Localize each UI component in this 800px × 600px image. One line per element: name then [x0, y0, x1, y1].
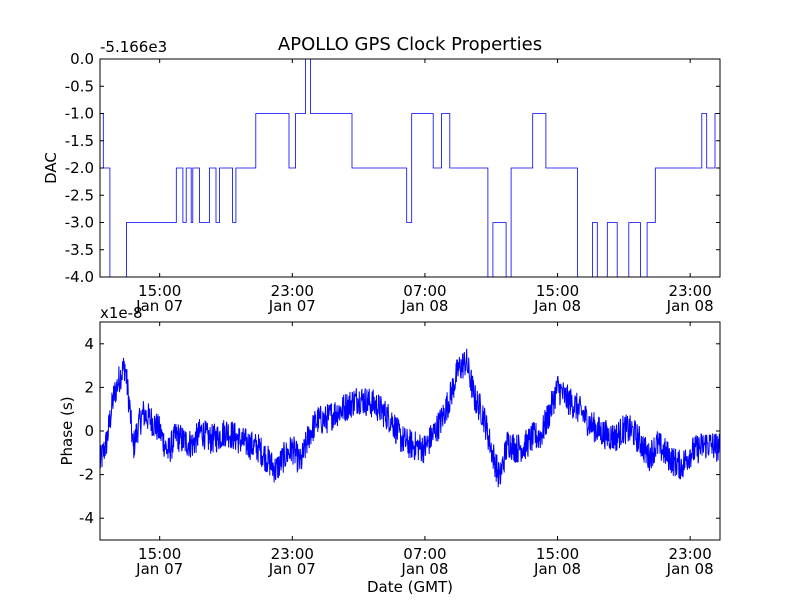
phase-xlabel: Date (GMT)	[367, 578, 453, 596]
x-tick-label-time: 07:00	[403, 545, 446, 563]
dac-offset-text: -5.166e3	[100, 38, 167, 56]
phase-ylabel: Phase (s)	[58, 396, 76, 465]
y-tick-label: 4	[84, 335, 94, 353]
y-tick-label: 2	[84, 378, 94, 396]
x-tick-label-date: Jan 08	[666, 560, 714, 578]
y-tick-label: -1.5	[65, 132, 94, 150]
x-tick-label-time: 23:00	[669, 282, 712, 300]
x-tick-label-date: Jan 08	[533, 560, 581, 578]
x-tick-label-time: 15:00	[138, 545, 181, 563]
y-tick-label: 0	[84, 422, 94, 440]
x-tick-label-time: 07:00	[403, 282, 446, 300]
x-tick-label-date: Jan 08	[400, 297, 448, 315]
y-tick-label: -4	[79, 509, 94, 527]
dac-series-line	[100, 59, 720, 277]
y-tick-label: 0.0	[70, 50, 94, 68]
y-tick-label: -4.0	[65, 268, 94, 286]
x-tick-label-date: Jan 07	[268, 560, 316, 578]
y-tick-label: -1.0	[65, 105, 94, 123]
phase-axes: x1e-8 Phase (s) Date (GMT) 420-2-415:00J…	[58, 304, 721, 596]
x-tick-label-date: Jan 08	[533, 297, 581, 315]
y-tick-label: -2	[79, 466, 94, 484]
y-tick-label: -3.0	[65, 214, 94, 232]
y-tick-label: -0.5	[65, 77, 94, 95]
x-tick-label-time: 15:00	[536, 545, 579, 563]
phase-series-line	[100, 348, 720, 488]
x-tick-label-time: 23:00	[271, 545, 314, 563]
phase-offset-text: x1e-8	[100, 304, 143, 322]
chart-title: APOLLO GPS Clock Properties	[278, 34, 542, 55]
x-tick-label-date: Jan 08	[666, 297, 714, 315]
y-tick-label: -3.5	[65, 241, 94, 259]
x-tick-label-date: Jan 07	[135, 560, 183, 578]
x-tick-label-time: 23:00	[271, 282, 314, 300]
x-tick-label-time: 15:00	[536, 282, 579, 300]
x-tick-label-time: 15:00	[138, 282, 181, 300]
dac-axes: -5.166e3 DAC 0.0 -0.5 -1.0 -1.5 -2.0 -2.5 -3.0…	[42, 38, 721, 315]
x-tick-label-date: Jan 07	[268, 297, 316, 315]
x-tick-label-time: 23:00	[669, 545, 712, 563]
y-tick-label: -2.0	[65, 159, 94, 177]
dac-ylabel: DAC	[42, 152, 60, 184]
y-tick-label: -2.5	[65, 186, 94, 204]
x-tick-label-date: Jan 08	[400, 560, 448, 578]
x-tick-label-date: Jan 07	[135, 297, 183, 315]
